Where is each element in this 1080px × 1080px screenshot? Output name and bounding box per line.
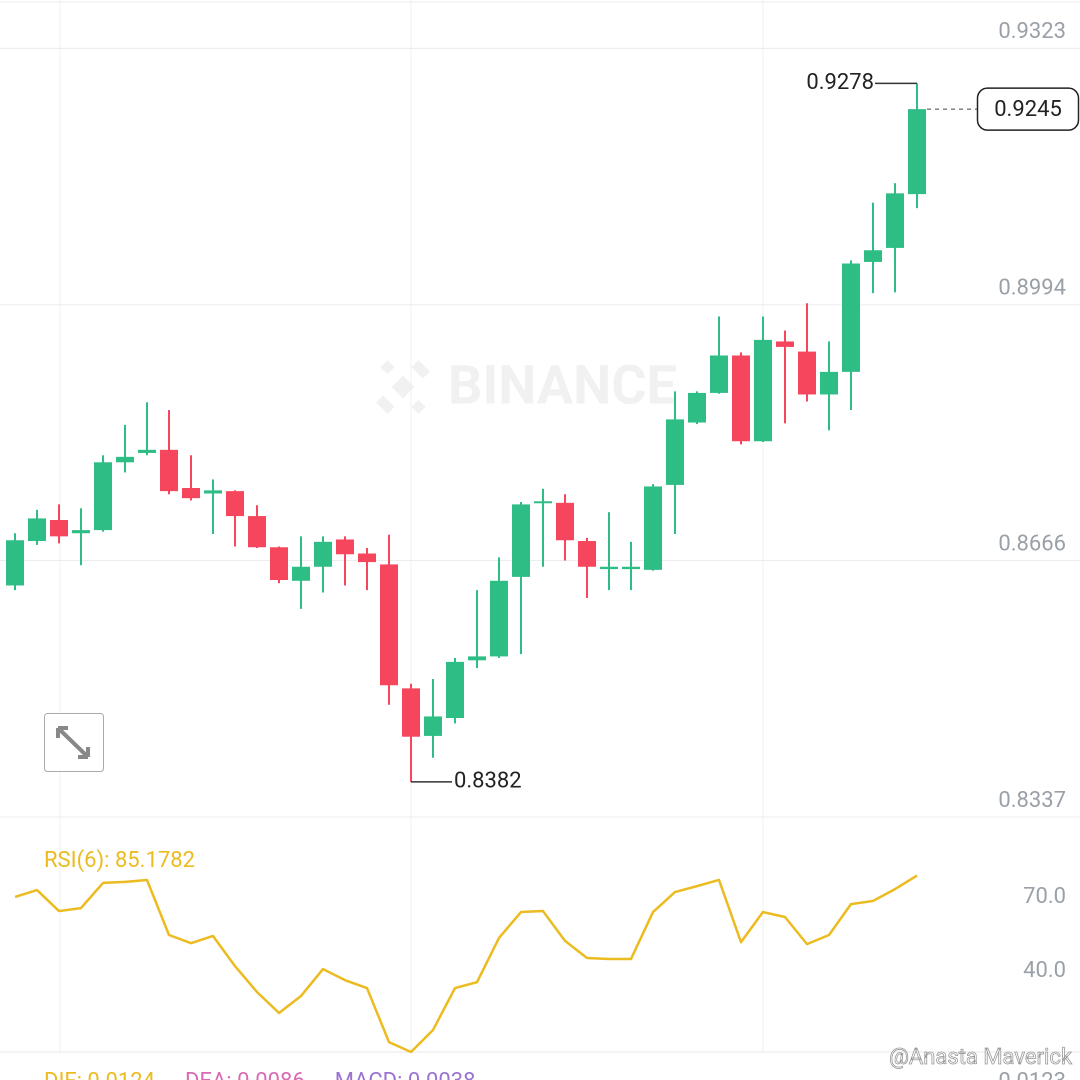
candle-body	[138, 449, 156, 453]
candle-body	[6, 540, 24, 586]
rsi-label: RSI(6): 85.1782	[44, 848, 195, 873]
y-tick-label: 0.8994	[998, 276, 1066, 301]
candle-body	[424, 716, 442, 736]
macd-label: DIF: 0.0124	[44, 1069, 155, 1080]
credit: @Anasta Maverick	[889, 1045, 1073, 1070]
candle-body	[754, 339, 772, 442]
candle-body	[666, 419, 684, 485]
last-price-box	[976, 87, 1080, 131]
candle-body	[776, 341, 794, 347]
candle-body	[182, 488, 200, 499]
candle-body	[226, 491, 244, 517]
rsi-line	[14, 874, 918, 1054]
candle-body	[248, 516, 266, 548]
candle-body	[886, 193, 904, 248]
candle-body	[72, 530, 90, 534]
candle-body	[622, 566, 640, 570]
candle-body	[336, 539, 354, 555]
candle-body	[578, 541, 596, 567]
macd-label: MACD: 0.0038	[335, 1069, 476, 1080]
expand-icon	[56, 726, 90, 759]
y-tick-label: 0.8337	[998, 788, 1066, 813]
macd-label: DEA: 0.0086	[185, 1069, 305, 1080]
candle-body	[292, 566, 310, 581]
candle-body	[94, 462, 112, 531]
y-tick-label: 40.0	[1023, 958, 1066, 983]
watermark-text: BINANCE	[448, 354, 677, 417]
candle-body	[688, 392, 706, 423]
max-label: 0.9278	[806, 70, 874, 95]
y-tick-label: 0.9323	[998, 19, 1066, 44]
candle-body	[556, 502, 574, 541]
candle-body	[446, 661, 464, 718]
candle-body	[28, 518, 46, 542]
candle-body	[314, 541, 332, 567]
candle-body	[270, 547, 288, 581]
y-tick-label: 70.0	[1023, 884, 1066, 909]
candle-body	[732, 355, 750, 442]
expand-button[interactable]	[44, 713, 104, 772]
candle-body	[490, 580, 508, 657]
plot-layer: 0.9323 0.8994 0.8666 0.8337 0.9278 0.8382 0.92…	[0, 19, 1080, 1080]
candle-body	[820, 371, 838, 395]
last-price-label: 0.9245	[994, 97, 1062, 122]
y-tick-label: 0.8666	[998, 531, 1066, 556]
candle-body	[798, 351, 816, 395]
min-label: 0.8382	[454, 769, 522, 794]
macd-axis-label: 0.0123	[998, 1069, 1066, 1080]
candle-body	[116, 456, 134, 463]
candle-body	[402, 688, 420, 737]
candle-body	[842, 263, 860, 372]
candle-body	[512, 504, 530, 577]
candle-body	[380, 564, 398, 686]
candle-body	[644, 486, 662, 570]
candle-body	[864, 250, 882, 262]
candle-body	[160, 449, 178, 492]
candle-body	[710, 355, 728, 393]
candle-body	[534, 501, 552, 504]
candle-body	[908, 109, 926, 195]
candle-body	[468, 656, 486, 661]
candle-body	[50, 519, 68, 537]
candle-body	[204, 490, 222, 494]
candle-body	[600, 566, 618, 570]
candle-body	[358, 553, 376, 563]
